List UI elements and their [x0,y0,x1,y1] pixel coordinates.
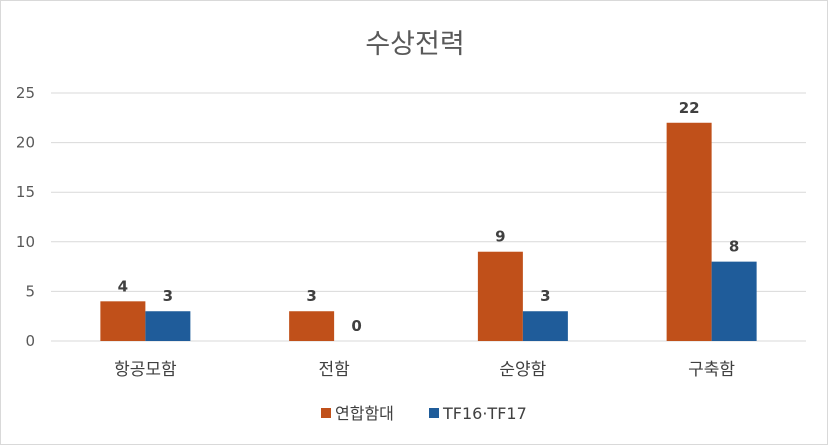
data-label: 9 [495,228,505,246]
data-label: 3 [306,287,316,305]
category-label: 항공모함 [114,360,177,380]
legend: 연합함대 TF16·TF17 [321,404,527,423]
data-label: 3 [540,287,550,305]
category-label: 구축함 [688,360,735,380]
y-tick-label: 5 [25,282,35,300]
y-tick-label: 15 [16,183,35,201]
legend-label: 연합함대 [335,404,394,423]
y-tick-label: 0 [25,332,35,350]
bar [522,311,568,341]
data-label: 22 [679,99,700,117]
legend-swatch [429,408,439,418]
data-labels: 4 3 3 0 9 3 22 8 [118,99,740,335]
data-label: 3 [163,287,173,305]
chart-title: 수상전력 [365,29,464,60]
data-label: 0 [351,317,361,335]
legend-swatch [321,408,331,418]
category-label: 전함 [318,360,350,380]
bar [145,311,191,341]
bar [289,311,335,341]
category-label: 순양함 [499,360,546,380]
bar [477,251,523,341]
y-tick-label: 20 [16,134,35,152]
bar [666,122,712,341]
y-tick-label: 25 [16,84,35,102]
data-label: 8 [729,238,739,256]
legend-label: TF16·TF17 [442,404,527,423]
bar [711,261,757,341]
data-label: 4 [118,277,128,295]
y-tick-label: 10 [16,233,35,251]
bar [100,301,146,341]
bars [100,122,757,341]
category-labels: 항공모함 전함 순양함 구축함 [114,360,735,380]
y-axis-ticks: 0 5 10 15 20 25 [16,84,35,350]
